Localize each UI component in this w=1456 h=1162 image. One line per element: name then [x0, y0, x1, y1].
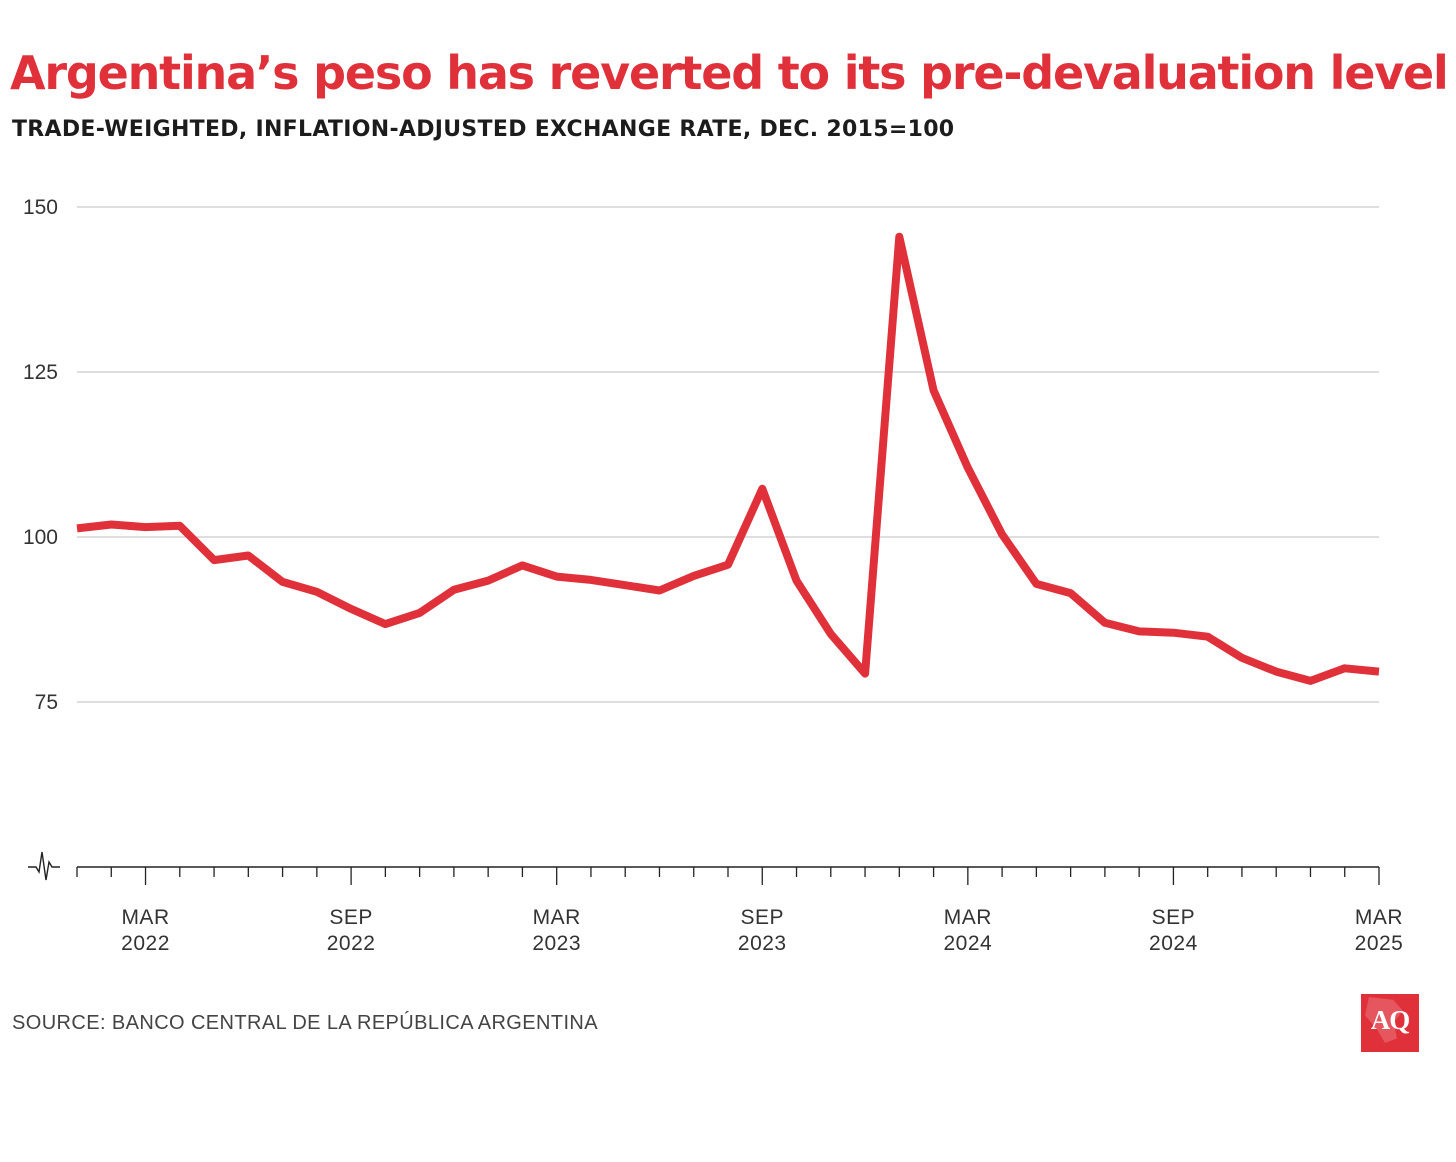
y-tick-label: 75 — [35, 691, 58, 714]
series-line-0 — [76, 232, 1380, 685]
x-tick-month-label: MAR — [1355, 906, 1403, 929]
y-tick-labels: 75 100 125 150 — [23, 196, 58, 714]
x-tick-year-label: 2023 — [532, 932, 581, 955]
x-tick-year-label: 2022 — [327, 932, 376, 955]
x-tick-year-label: 2023 — [738, 932, 787, 955]
y-tick-label: 125 — [23, 361, 58, 384]
series-layer — [76, 232, 1380, 685]
x-tick-month-label: MAR — [944, 906, 992, 929]
y-tick-label: 150 — [23, 196, 58, 219]
source-note: SOURCE: BANCO CENTRAL DE LA REPÚBLICA AR… — [12, 1012, 598, 1034]
chart-title: Argentina’s peso has reverted to its pre… — [10, 46, 1449, 100]
x-tick-year-label: 2025 — [1355, 932, 1404, 955]
x-tick-year-label: 2024 — [1149, 932, 1198, 955]
x-tick-month-label: MAR — [121, 906, 169, 929]
x-axis — [28, 851, 1380, 885]
y-gridlines — [77, 206, 1379, 703]
x-tick-month-label: MAR — [533, 906, 581, 929]
logo-text: AQ — [1370, 1005, 1411, 1035]
x-tick-year-label: 2022 — [121, 932, 170, 955]
x-tick-month-label: SEP — [329, 906, 373, 929]
chart-subtitle: TRADE-WEIGHTED, INFLATION-ADJUSTED EXCHA… — [12, 117, 955, 142]
x-tick-month-label: SEP — [740, 906, 784, 929]
x-tick-labels: MAR 2022 SEP 2022 MAR 2023 SEP 2023 MAR 2024 SEP 20… — [121, 906, 1403, 955]
y-tick-label: 100 — [23, 526, 58, 549]
x-tick-month-label: SEP — [1152, 906, 1196, 929]
x-tick-year-label: 2024 — [943, 932, 992, 955]
axis-break-icon — [28, 851, 60, 881]
aq-logo: AQ — [1361, 994, 1419, 1052]
